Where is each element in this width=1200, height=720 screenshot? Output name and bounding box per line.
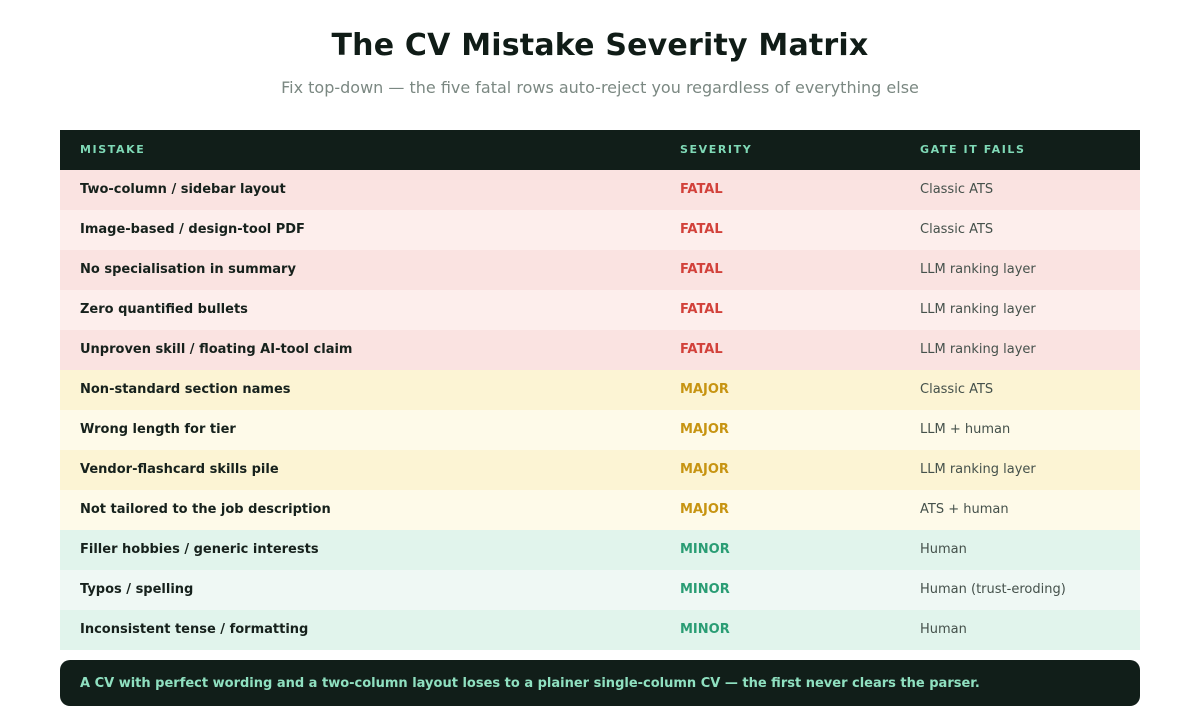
gate-cell: ATS + human [920,502,1009,517]
mistake-cell: Image-based / design-tool PDF [80,222,305,237]
callout-text: A CV with perfect wording and a two-colu… [80,676,980,691]
gate-cell: LLM ranking layer [920,342,1036,357]
gate-cell: Classic ATS [920,222,994,237]
table-row: Filler hobbies / generic interests MINOR… [60,530,1140,570]
column-header-gate: GATE IT FAILS [920,143,1026,156]
table-row: Image-based / design-tool PDF FATAL Clas… [60,210,1140,250]
page-title: The CV Mistake Severity Matrix [331,28,869,63]
mistake-cell: Not tailored to the job description [80,502,331,517]
severity-cell: MAJOR [680,422,729,437]
gate-cell: LLM + human [920,422,1011,437]
table-row: Unproven skill / floating AI-tool claim … [60,330,1140,370]
severity-cell: MAJOR [680,382,729,397]
mistake-cell: Inconsistent tense / formatting [80,622,309,637]
column-header-severity: SEVERITY [680,143,753,156]
severity-cell: MINOR [680,582,730,597]
severity-cell: FATAL [680,222,723,237]
gate-cell: Classic ATS [920,182,994,197]
column-header-mistake: MISTAKE [80,143,146,156]
severity-cell: MINOR [680,542,730,557]
mistake-cell: Zero quantified bullets [80,302,248,317]
mistake-cell: Vendor-flashcard skills pile [80,462,279,477]
severity-cell: FATAL [680,342,723,357]
gate-cell: LLM ranking layer [920,462,1036,477]
page-subtitle: Fix top-down — the five fatal rows auto-… [281,78,919,97]
gate-cell: Human (trust-eroding) [920,582,1066,597]
table-row: Two-column / sidebar layout FATAL Classi… [60,170,1140,210]
table-row: Not tailored to the job description MAJO… [60,490,1140,530]
severity-cell: FATAL [680,302,723,317]
mistake-cell: Non-standard section names [80,382,291,397]
table-row: Wrong length for tier MAJOR LLM + human [60,410,1140,450]
mistake-cell: Typos / spelling [80,582,194,597]
gate-cell: LLM ranking layer [920,262,1036,277]
gate-cell: Human [920,622,967,637]
gate-cell: LLM ranking layer [920,302,1036,317]
callout-banner: A CV with perfect wording and a two-colu… [60,660,1140,706]
severity-cell: FATAL [680,182,723,197]
table-header-row: MISTAKE SEVERITY GATE IT FAILS [60,130,1140,170]
gate-cell: Human [920,542,967,557]
table-row: No specialisation in summary FATAL LLM r… [60,250,1140,290]
table-row: Inconsistent tense / formatting MINOR Hu… [60,610,1140,650]
severity-cell: MINOR [680,622,730,637]
gate-cell: Classic ATS [920,382,994,397]
table-row: Non-standard section names MAJOR Classic… [60,370,1140,410]
table-row: Zero quantified bullets FATAL LLM rankin… [60,290,1140,330]
severity-cell: MAJOR [680,502,729,517]
table-row: Vendor-flashcard skills pile MAJOR LLM r… [60,450,1140,490]
mistake-cell: Unproven skill / floating AI-tool claim [80,342,353,357]
mistake-cell: Wrong length for tier [80,422,236,437]
mistake-cell: Filler hobbies / generic interests [80,542,319,557]
mistake-cell: Two-column / sidebar layout [80,182,286,197]
severity-cell: MAJOR [680,462,729,477]
severity-cell: FATAL [680,262,723,277]
severity-matrix-table: MISTAKE SEVERITY GATE IT FAILS Two-colum… [60,130,1140,650]
table-row: Typos / spelling MINOR Human (trust-erod… [60,570,1140,610]
mistake-cell: No specialisation in summary [80,262,296,277]
